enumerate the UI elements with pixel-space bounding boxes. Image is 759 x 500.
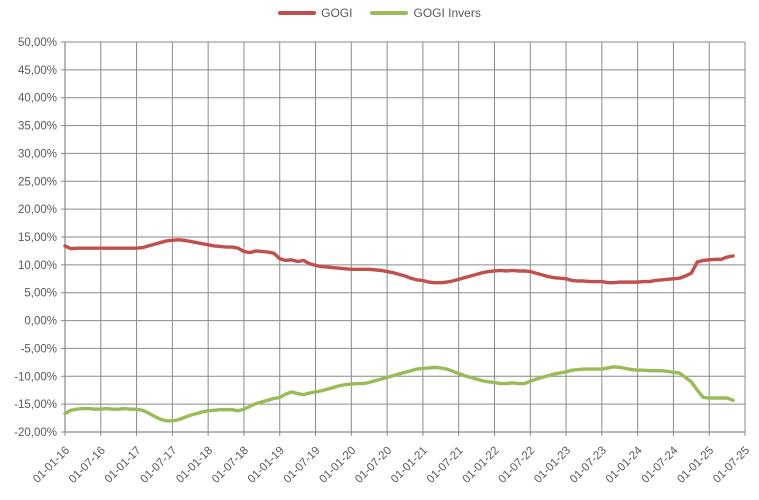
- gogi-line-swatch: [278, 11, 317, 15]
- x-axis-label: 01-01-23: [532, 445, 573, 486]
- y-axis-label: 35,00%: [18, 121, 57, 133]
- y-axis-label: 5,00%: [24, 288, 57, 300]
- x-axis-label: 01-01-17: [103, 445, 144, 486]
- x-axis-label: 01-07-16: [67, 445, 108, 486]
- y-axis-label: 30,00%: [18, 148, 57, 160]
- x-axis-label: 01-01-19: [246, 445, 287, 486]
- y-axis-label: -20,00%: [14, 427, 57, 439]
- y-axis-label: 20,00%: [18, 204, 57, 216]
- x-axis-label: 01-01-21: [389, 445, 430, 486]
- legend-label-gogi-invers: GOGI Invers: [413, 6, 481, 20]
- series-line-1: [63, 365, 735, 423]
- legend-item-gogi[interactable]: GOGI: [278, 6, 352, 20]
- x-axis-label: 01-07-20: [353, 445, 394, 486]
- x-axis-label: 01-07-18: [210, 445, 251, 486]
- y-axis-label: 45,00%: [18, 65, 57, 77]
- x-axis-label: 01-07-25: [711, 445, 752, 486]
- y-axis-label: -15,00%: [14, 399, 57, 411]
- x-axis-label: 01-01-22: [461, 445, 502, 486]
- legend: GOGI GOGI Invers: [0, 6, 759, 20]
- y-axis-label: 15,00%: [18, 232, 57, 244]
- x-axis-label: 01-07-19: [282, 445, 323, 486]
- y-axis-label: -5,00%: [21, 343, 57, 355]
- series-line-0: [63, 238, 735, 285]
- x-axis-label: 01-07-24: [639, 444, 680, 485]
- x-axis-label: 01-01-18: [174, 445, 215, 486]
- x-axis-label: 01-01-24: [604, 444, 645, 485]
- x-axis-label: 01-01-20: [317, 445, 358, 486]
- x-axis-label: 01-01-25: [675, 445, 716, 486]
- x-axis-label: 01-07-23: [568, 445, 609, 486]
- gogi-invers-line-swatch: [370, 11, 409, 15]
- legend-item-gogi-invers[interactable]: GOGI Invers: [370, 6, 481, 20]
- x-axis-label: 01-07-22: [496, 445, 537, 486]
- y-axis-label: 50,00%: [18, 37, 57, 49]
- y-axis-label: 40,00%: [18, 93, 57, 105]
- x-axis-label: 01-07-17: [138, 445, 179, 486]
- y-axis-label: -10,00%: [14, 371, 57, 383]
- x-axis-label: 01-07-21: [425, 445, 466, 486]
- y-axis-label: 25,00%: [18, 176, 57, 188]
- x-axis-label: 01-01-16: [31, 445, 72, 486]
- y-axis-label: 10,00%: [18, 260, 57, 272]
- y-axis-label: 0,00%: [24, 316, 57, 328]
- legend-label-gogi: GOGI: [321, 6, 353, 20]
